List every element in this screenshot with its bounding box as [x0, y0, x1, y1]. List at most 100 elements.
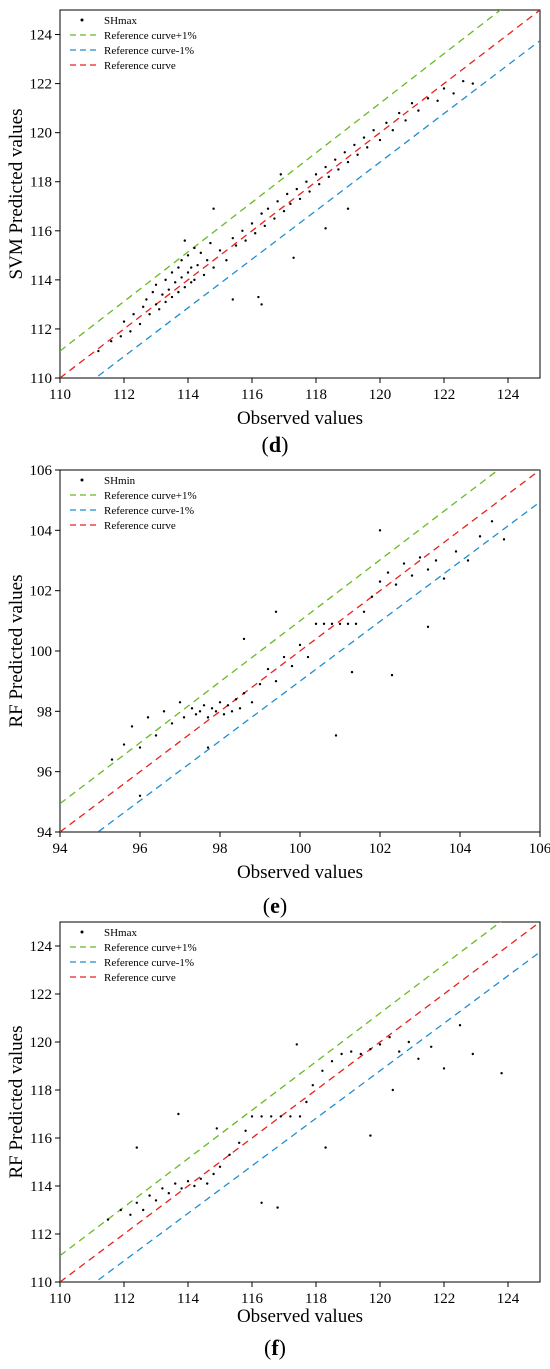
- data-point: [378, 1043, 382, 1046]
- data-point: [324, 165, 327, 169]
- y-tick-label: 118: [30, 1083, 52, 1099]
- y-tick-label: 124: [30, 939, 53, 955]
- data-point: [298, 643, 302, 647]
- data-point: [398, 1050, 401, 1053]
- data-point: [164, 278, 167, 282]
- data-point: [257, 295, 260, 299]
- x-tick-label: 110: [49, 387, 71, 403]
- data-point: [154, 734, 158, 737]
- data-point: [138, 322, 142, 326]
- data-point: [290, 664, 294, 668]
- data-point: [372, 129, 375, 132]
- data-point: [295, 187, 298, 191]
- data-point: [391, 1088, 394, 1092]
- data-point: [330, 1060, 334, 1063]
- data-point: [466, 559, 470, 562]
- data-point: [132, 313, 135, 316]
- data-point: [378, 529, 382, 532]
- data-point: [209, 241, 212, 245]
- data-point: [218, 701, 222, 704]
- data-point: [231, 236, 234, 240]
- reference-line-2: [96, 501, 540, 832]
- legend-entry: Reference curve: [104, 520, 176, 532]
- data-point: [369, 1134, 372, 1137]
- data-point: [359, 1052, 362, 1056]
- data-point: [129, 1213, 132, 1216]
- data-point: [410, 102, 414, 105]
- data-point: [366, 146, 369, 149]
- data-point: [122, 743, 126, 746]
- data-point: [276, 200, 279, 203]
- data-point: [193, 246, 196, 250]
- data-point: [154, 303, 158, 306]
- data-point: [426, 568, 430, 571]
- plot-frame-f: [59, 921, 541, 1283]
- data-point: [194, 713, 198, 716]
- data-point: [279, 1115, 282, 1118]
- y-tick-label: 122: [30, 987, 53, 1003]
- y-axis-label: SVM Predicted values: [6, 109, 27, 280]
- data-point: [196, 263, 199, 267]
- data-point: [135, 1201, 138, 1204]
- data-point: [190, 281, 193, 284]
- data-point: [258, 682, 262, 686]
- data-point: [442, 577, 446, 580]
- data-point: [289, 1115, 292, 1118]
- data-point: [270, 1115, 273, 1118]
- data-point: [154, 1199, 158, 1202]
- data-point: [154, 283, 158, 286]
- y-tick-label: 124: [30, 28, 53, 44]
- y-tick-label: 112: [30, 1227, 52, 1243]
- data-point: [186, 1180, 190, 1183]
- data-point: [250, 701, 254, 704]
- data-point: [279, 173, 282, 176]
- data-point: [228, 1153, 231, 1156]
- data-point: [350, 1050, 353, 1053]
- data-point: [295, 1043, 298, 1046]
- x-tick-label: 104: [449, 841, 472, 857]
- data-point: [234, 698, 238, 701]
- data-point: [199, 1177, 202, 1180]
- legend-entry: Reference curve+1%: [104, 30, 197, 42]
- data-point: [234, 244, 238, 247]
- data-point: [242, 637, 246, 641]
- data-point: [158, 308, 161, 311]
- data-point: [242, 692, 246, 695]
- data-point: [354, 622, 358, 626]
- data-point: [122, 320, 126, 323]
- reference-line-1: [60, 10, 502, 352]
- data-point: [282, 209, 286, 213]
- plot-area-f: [60, 922, 540, 1282]
- y-axis-label: RF Predicted values: [6, 1025, 27, 1178]
- data-point: [286, 192, 289, 196]
- data-point: [145, 298, 148, 301]
- data-point: [417, 109, 420, 112]
- legend-e: SHmin Reference curve+1% Reference curve-1…: [70, 475, 197, 532]
- data-point: [231, 298, 234, 301]
- data-point: [135, 1146, 138, 1149]
- x-tick-label: 100: [289, 841, 312, 857]
- data-point: [353, 143, 356, 147]
- x-tick-label: 116: [241, 1291, 263, 1307]
- plot-area-e: [60, 470, 540, 832]
- reference-line-2: [94, 951, 540, 1282]
- legend-marker: [80, 478, 84, 482]
- data-point: [276, 1206, 279, 1209]
- data-point: [225, 259, 228, 262]
- reference-line-3: [60, 922, 540, 1282]
- x-tick-label: 120: [369, 387, 392, 403]
- data-point: [138, 794, 142, 797]
- data-point: [183, 286, 186, 289]
- panel-caption-f: (f): [264, 1335, 286, 1360]
- data-point: [274, 679, 278, 683]
- data-point: [369, 1048, 372, 1051]
- data-point: [338, 622, 342, 626]
- reference-line-1: [60, 470, 500, 805]
- data-point: [129, 330, 132, 333]
- data-point: [398, 111, 401, 115]
- data-point: [186, 271, 190, 274]
- data-point: [146, 716, 150, 719]
- y-tick-label: 120: [30, 126, 53, 142]
- data-point: [266, 667, 270, 671]
- data-point: [346, 207, 350, 210]
